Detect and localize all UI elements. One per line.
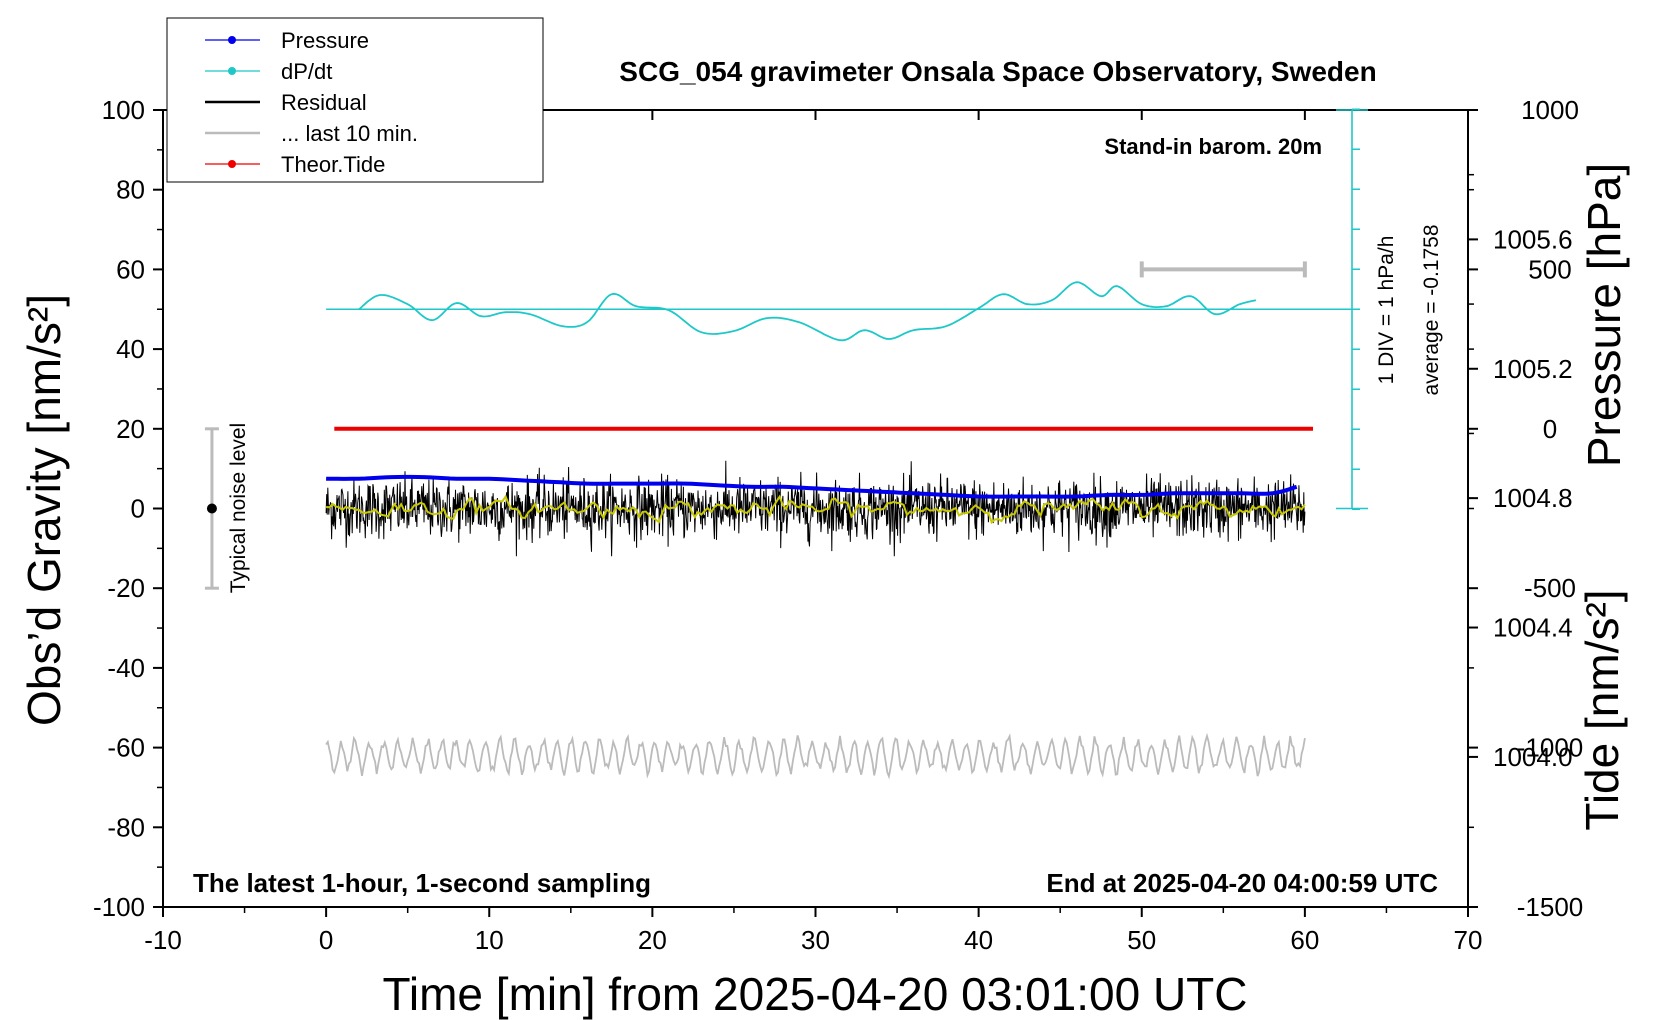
x-axis-label: Time [min] from 2025-04-20 03:01:00 UTC — [383, 968, 1248, 1020]
noise-bar — [204, 427, 219, 590]
y-tick-label: -40 — [107, 653, 145, 683]
y-axis-label-pressure: Pressure [hPa] — [1578, 163, 1630, 467]
tide-tick-label: -1500 — [1517, 892, 1584, 922]
x-tick-label: 60 — [1290, 925, 1319, 955]
y-tick-label: 0 — [131, 494, 145, 524]
pressure-axis-ticks: 1004.0 1004.4 1004.8 1005.2 1005.6 — [1468, 173, 1573, 772]
end-time-note: End at 2025-04-20 04:00:59 UTC — [1046, 868, 1438, 898]
tide-tick-label: 0 — [1543, 414, 1557, 444]
legend-label: dP/dt — [281, 59, 332, 84]
noise-note: Typical noise level — [227, 423, 250, 593]
legend-swatch-dot — [228, 67, 236, 75]
pressure-tick-label: 1004.8 — [1493, 483, 1573, 513]
y-tick-label: -80 — [107, 812, 145, 842]
tide-axis-ticks: -1500 -1000 -500 0 500 1000 — [1468, 95, 1583, 922]
y-tick-label: 80 — [116, 175, 145, 205]
barometer-note: Stand-in barom. 20m — [1104, 134, 1322, 159]
y-tick-label: -60 — [107, 733, 145, 763]
noise-bar-center-dot — [206, 503, 217, 514]
last-10-min-line — [325, 732, 1306, 780]
legend-swatch-dot — [228, 36, 236, 44]
average-note: average = -0.1758 — [1420, 224, 1443, 395]
legend-label: ... last 10 min. — [281, 121, 418, 146]
residual-smoothed-line — [326, 494, 1306, 525]
x-tick-label: 30 — [801, 925, 830, 955]
y-tick-label: 60 — [116, 254, 145, 284]
y-tick-label: 100 — [102, 95, 145, 125]
x-axis-ticks: -10 0 10 20 30 40 50 60 70 — [144, 110, 1482, 955]
legend-label: Pressure — [281, 28, 369, 53]
y-axis-ticks: -100 -80 -60 -40 -20 0 20 40 60 80 100 — [93, 95, 163, 922]
x-tick-label: 50 — [1127, 925, 1156, 955]
legend: Pressure dP/dt Residual ... last 10 min. The… — [166, 17, 544, 183]
series-lines — [325, 281, 1352, 780]
legend-label: Theor.Tide — [281, 152, 385, 177]
pressure-tick-label: 1005.6 — [1493, 224, 1573, 254]
y-tick-label: 40 — [116, 334, 145, 364]
legend-swatch-dot — [228, 160, 236, 168]
pressure-tick-label: 1004.4 — [1493, 613, 1573, 643]
legend-label: Residual — [281, 90, 367, 115]
sampling-note: The latest 1-hour, 1-second sampling — [193, 868, 651, 898]
tide-tick-label: 500 — [1528, 254, 1571, 284]
legend-box — [166, 17, 544, 183]
div-scale-note: 1 DIV = 1 hPa/h — [1375, 236, 1398, 385]
pressure-tick-label: 1005.2 — [1493, 354, 1573, 384]
x-tick-label: 10 — [475, 925, 504, 955]
dpdt-line — [358, 281, 1257, 342]
y-axis-label-tide: Tide [nm/s²] — [1576, 589, 1628, 830]
tide-tick-label: -500 — [1524, 573, 1576, 603]
tide-tick-label: -1000 — [1517, 733, 1584, 763]
x-tick-label: 40 — [964, 925, 993, 955]
legend-entries: Pressure dP/dt Residual ... last 10 min. The… — [205, 28, 418, 177]
last-10-min-window-marker — [1139, 261, 1307, 278]
y-axis-label-left: Obs’d Gravity [nm/s²] — [18, 294, 70, 726]
pressure-tick-label: 1004.0 — [1493, 742, 1573, 772]
x-tick-label: -10 — [144, 925, 182, 955]
pressure-line — [326, 474, 1298, 499]
y-tick-label: 20 — [116, 414, 145, 444]
residual-line — [325, 460, 1306, 557]
chart-title: SCG_054 gravimeter Onsala Space Observat… — [619, 56, 1376, 87]
x-tick-label: 70 — [1454, 925, 1483, 955]
x-tick-label: 20 — [638, 925, 667, 955]
y-tick-label: -20 — [107, 573, 145, 603]
y-tick-label: -100 — [93, 892, 145, 922]
tide-tick-label: 1000 — [1521, 95, 1579, 125]
x-tick-label: 0 — [319, 925, 333, 955]
